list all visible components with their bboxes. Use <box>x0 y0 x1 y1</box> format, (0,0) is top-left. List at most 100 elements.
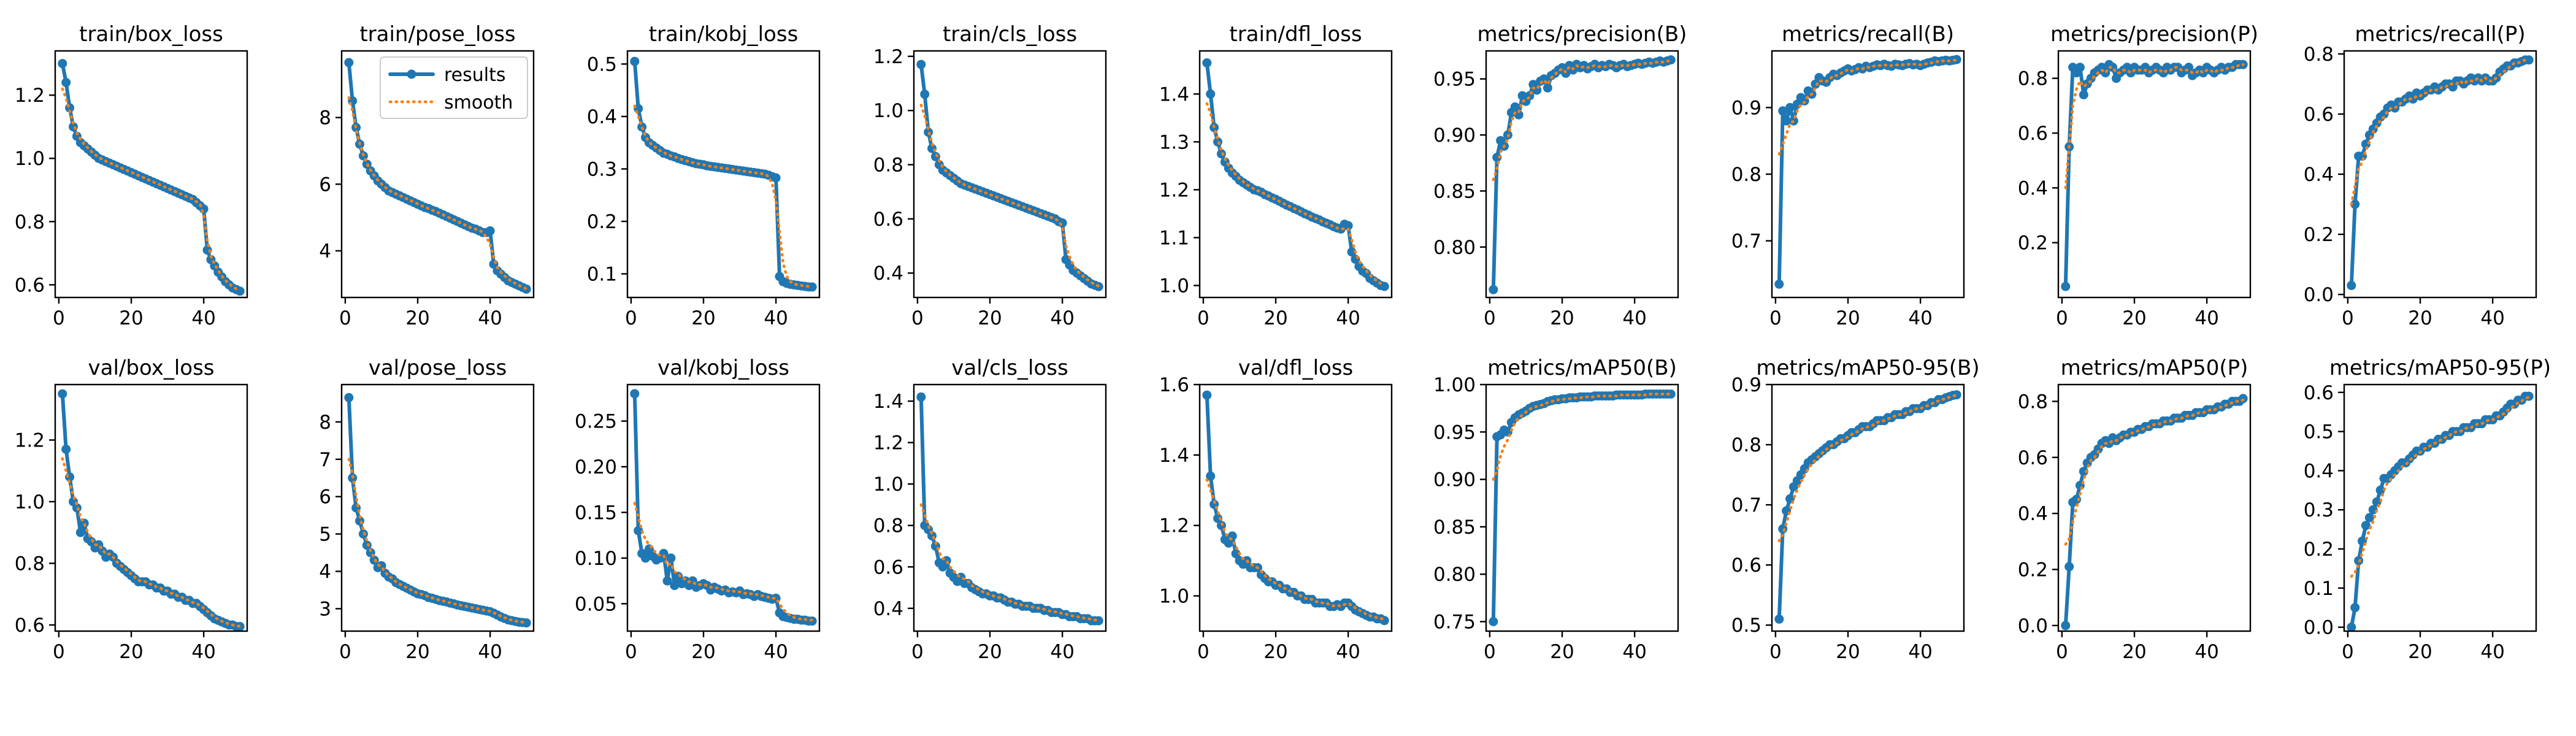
y-tick-label: 0.7 <box>1731 494 1761 516</box>
y-tick-label: 1.2 <box>1159 179 1189 201</box>
data-point <box>2350 603 2360 613</box>
y-tick-label: 0.8 <box>873 155 903 177</box>
y-tick-label: 1.2 <box>15 85 45 107</box>
y-tick-label: 0.4 <box>587 106 617 128</box>
y-tick-label: 0.8 <box>1731 164 1761 186</box>
y-tick-label: 0.6 <box>15 274 45 296</box>
series-line-smooth <box>2064 398 2245 546</box>
y-tick-label: 0.5 <box>587 53 617 75</box>
y-tick-label: 0.4 <box>873 598 903 620</box>
y-tick-label: 1.2 <box>15 429 45 451</box>
legend: results smooth <box>380 56 528 119</box>
subplot-title: train/cls_loss <box>943 22 1077 47</box>
data-point <box>2061 282 2071 291</box>
plot-area <box>1774 55 1961 289</box>
y-tick-label: 0.3 <box>2304 499 2334 521</box>
data-point <box>2524 55 2534 65</box>
x-tick-label: 20 <box>1550 307 1574 329</box>
data-point <box>235 286 245 296</box>
axes-frame <box>1198 50 1393 299</box>
y-tick-label: 1.1 <box>1159 227 1189 249</box>
subplot-title: metrics/mAP50-95(P) <box>2329 356 2551 380</box>
y-tick-label: 1.4 <box>1159 445 1189 467</box>
data-point <box>1952 55 1961 64</box>
y-tick-label: 0.20 <box>575 456 617 478</box>
subplot: metrics/mAP50-95(P) 0 20 40 0.0 0.1 0.2 0.3 0.4 0… <box>2304 356 2551 663</box>
y-tick-label: 3 <box>319 598 331 620</box>
data-point <box>1094 616 1103 626</box>
x-tick-label: 40 <box>764 641 788 663</box>
x-tick-label: 0 <box>911 641 924 663</box>
data-point <box>2347 280 2356 290</box>
axes-frame <box>626 383 821 632</box>
y-tick-label: 0.8 <box>2304 44 2334 66</box>
y-tick-label: 0.80 <box>1433 564 1476 586</box>
data-point <box>930 151 940 161</box>
data-point <box>670 581 680 591</box>
y-tick-label: 0.6 <box>873 209 903 231</box>
data-point <box>1343 221 1353 231</box>
x-tick-label: 40 <box>1622 641 1646 663</box>
y-tick-label: 0.95 <box>1433 421 1476 443</box>
y-tick-label: 0.1 <box>2304 578 2334 600</box>
data-point <box>1489 617 1498 626</box>
plot-area <box>2061 394 2248 631</box>
subplot-title: metrics/precision(P) <box>2050 22 2258 47</box>
axes-frame <box>2057 383 2252 632</box>
subplot-title: train/dfl_loss <box>1229 22 1362 47</box>
x-tick-label: 0 <box>2056 307 2068 329</box>
plot-area <box>58 59 245 296</box>
y-tick-label: 1.0 <box>15 148 45 170</box>
x-tick-label: 20 <box>978 641 1002 663</box>
axes-frame <box>1485 383 1679 632</box>
axes-frame <box>2343 383 2537 632</box>
series-line-smooth <box>1205 478 1386 621</box>
subplot: metrics/recall(B) 0 20 40 0.7 0.8 0.9 <box>1731 22 1965 329</box>
data-point <box>58 389 67 399</box>
x-tick-label: 20 <box>2408 641 2432 663</box>
y-tick-label: 0.9 <box>1731 97 1761 119</box>
plot-area <box>1774 390 1961 624</box>
data-point <box>2524 391 2534 401</box>
y-tick-label: 0.7 <box>1731 231 1761 253</box>
y-tick-label: 8 <box>319 412 331 434</box>
x-tick-label: 20 <box>119 307 143 329</box>
subplot: val/box_loss 0 20 40 0.6 0.8 1.0 1.2 <box>15 356 248 663</box>
subplot: val/pose_loss 0 20 40 3 4 5 6 7 8 <box>319 356 535 663</box>
data-point <box>344 393 354 402</box>
x-tick-label: 40 <box>1336 307 1360 329</box>
y-tick-label: 0.90 <box>1433 125 1476 147</box>
subplot-title: metrics/mAP50(B) <box>1487 356 1677 380</box>
y-tick-label: 1.2 <box>873 46 903 68</box>
series-line-smooth <box>919 503 1100 622</box>
x-tick-label: 0 <box>625 307 637 329</box>
plot-area <box>2347 55 2534 290</box>
axes-frame <box>1198 383 1393 632</box>
data-point <box>1774 614 1784 624</box>
plot-area <box>630 389 817 626</box>
y-tick-label: 0.80 <box>1433 237 1476 259</box>
x-tick-label: 20 <box>691 641 715 663</box>
series-line-smooth <box>2350 58 2531 206</box>
y-tick-label: 0.2 <box>2304 539 2334 561</box>
y-tick-label: 0.5 <box>1731 615 1761 637</box>
x-tick-label: 40 <box>191 307 215 329</box>
x-tick-label: 40 <box>2480 641 2504 663</box>
subplot: val/dfl_loss 0 20 40 1.0 1.2 1.4 1.6 <box>1159 356 1393 663</box>
plot-area <box>1202 58 1389 291</box>
series-line-smooth <box>1492 59 1673 182</box>
x-tick-label: 40 <box>1908 641 1932 663</box>
series-line-smooth <box>347 458 528 624</box>
x-tick-label: 40 <box>1050 641 1074 663</box>
data-point <box>2375 485 2385 495</box>
y-tick-label: 0.2 <box>2018 559 2048 581</box>
y-tick-label: 0.9 <box>1731 374 1761 396</box>
axes-frame <box>2057 50 2252 299</box>
y-tick-label: 4 <box>319 240 331 263</box>
data-point <box>58 59 67 69</box>
data-point <box>485 226 495 236</box>
plot-area <box>2347 391 2534 631</box>
data-point <box>2061 621 2071 631</box>
